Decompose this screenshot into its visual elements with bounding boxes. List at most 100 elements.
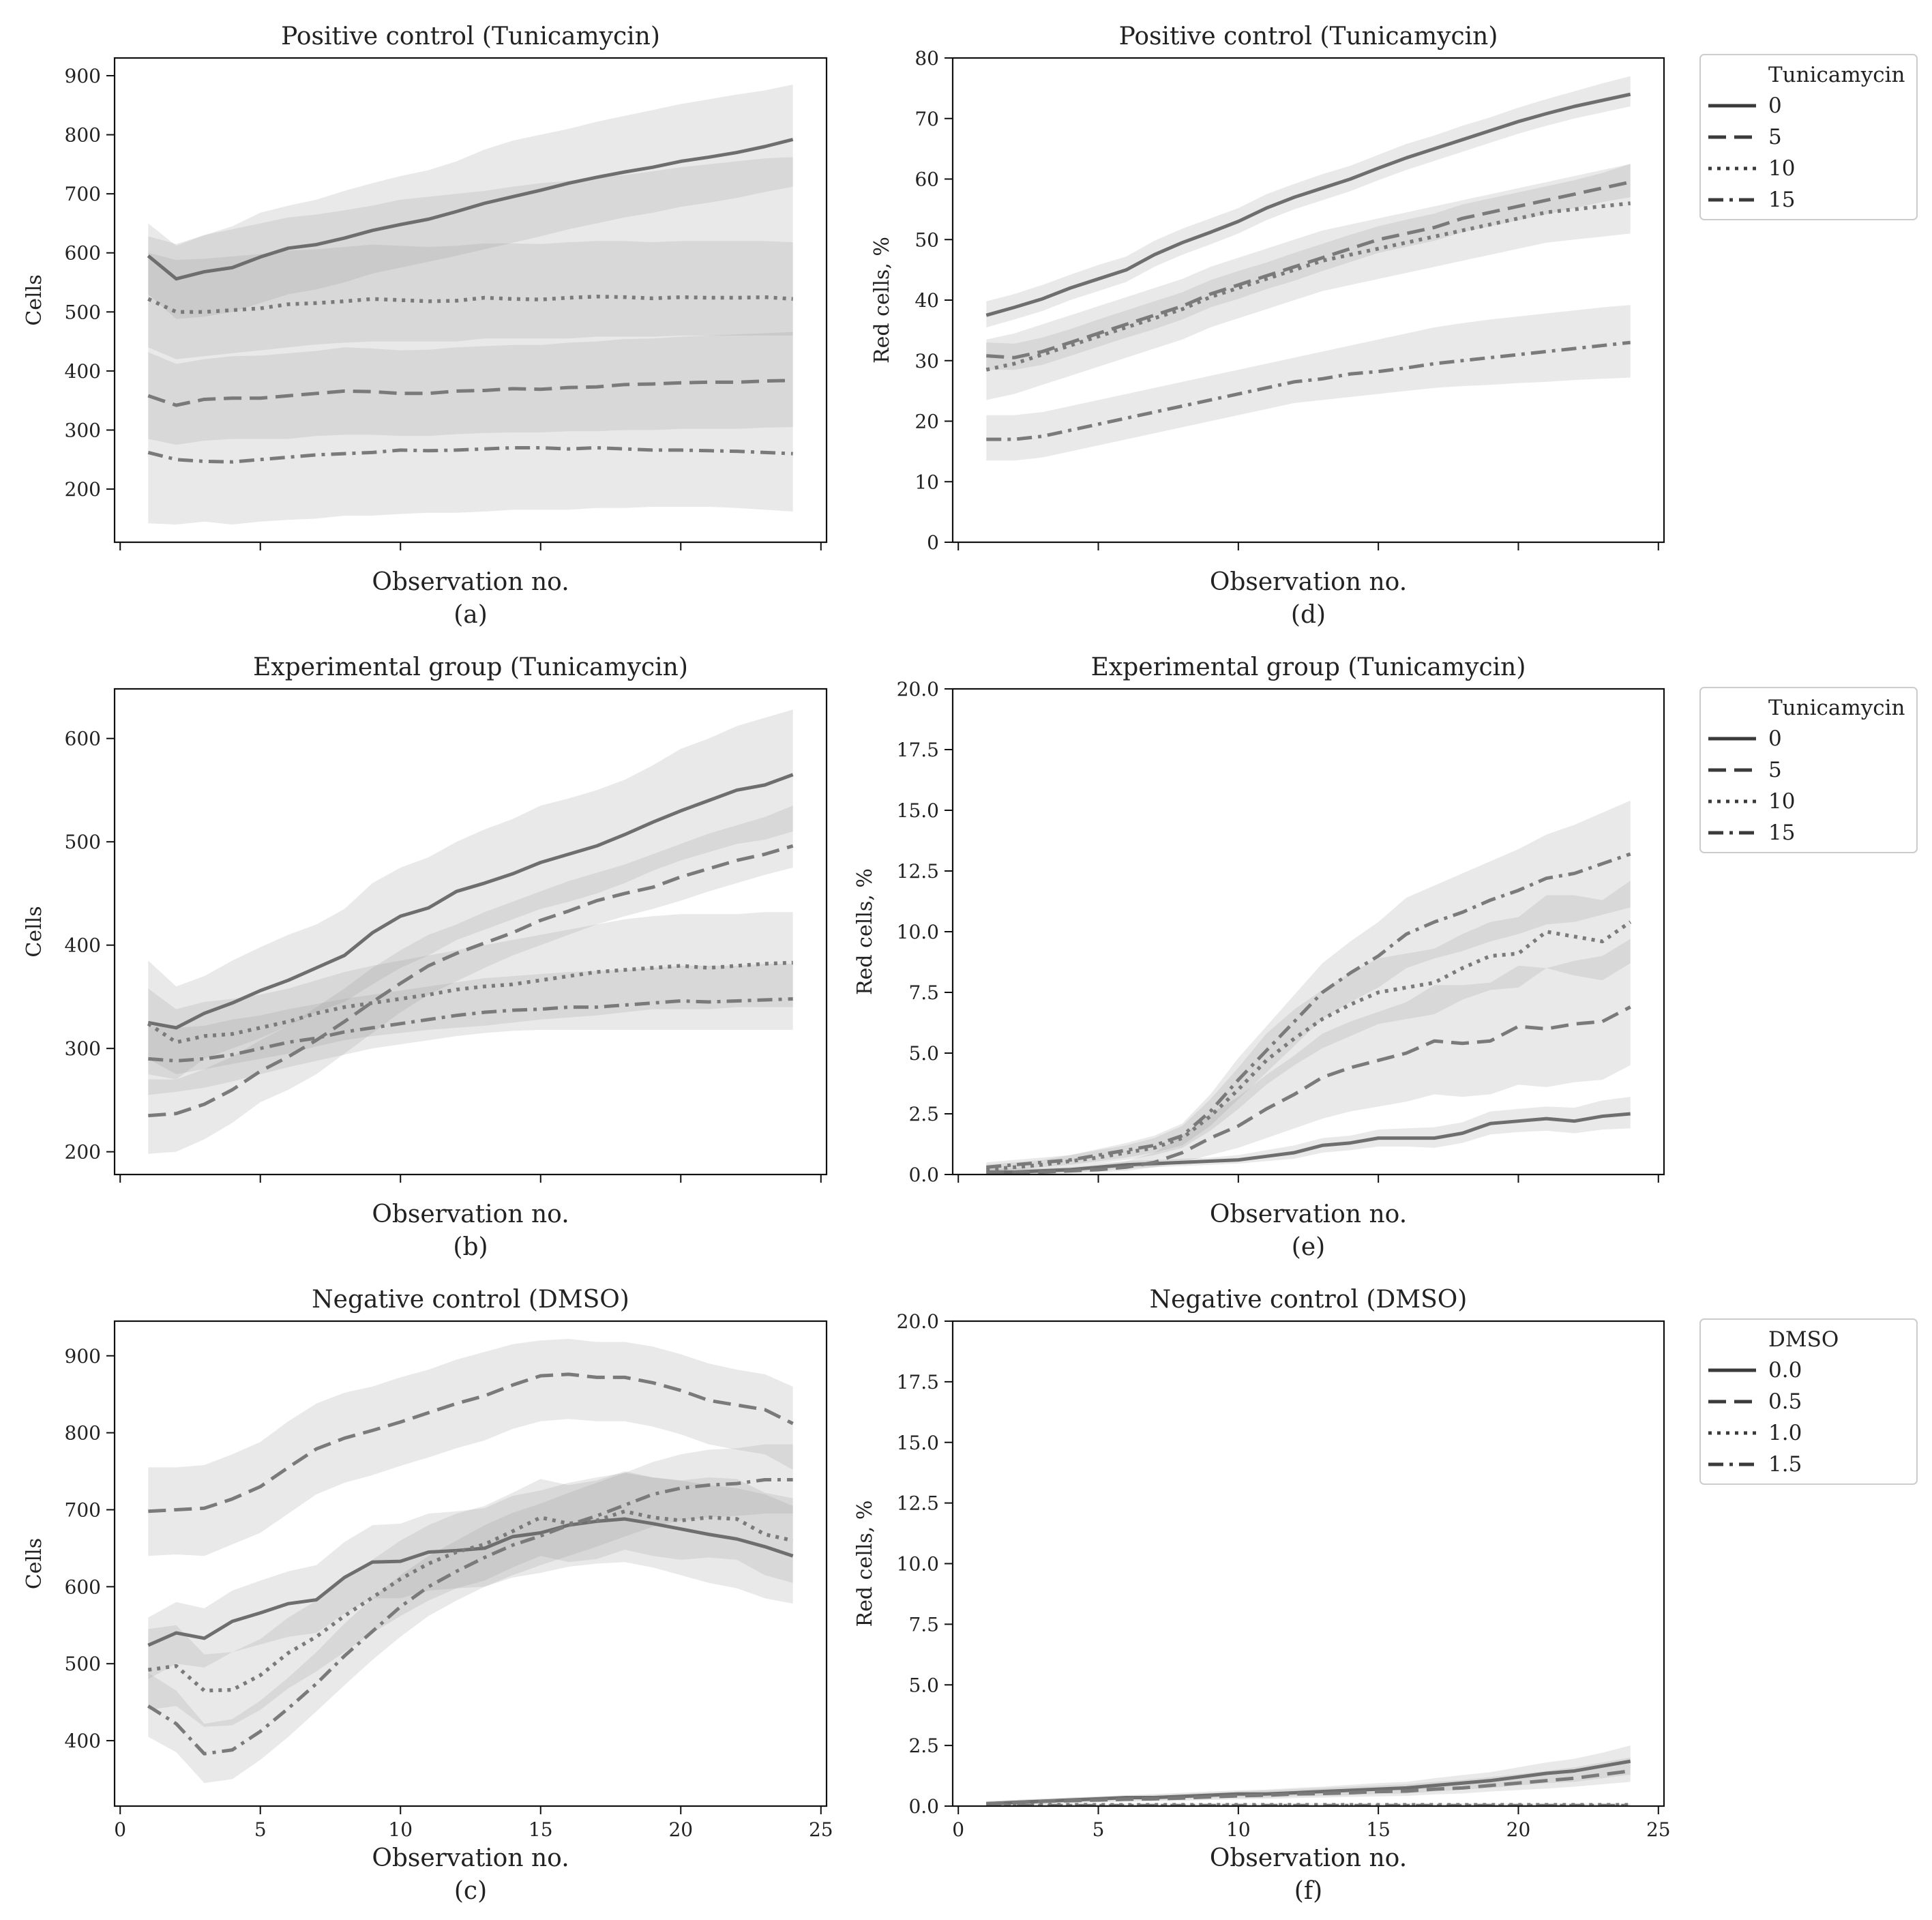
plot-area-e [986,800,1632,1175]
legend-label-0.5: 0.5 [1768,1389,1802,1414]
series-line-c-0.5 [148,1372,794,1513]
legend-label-15: 15 [1768,188,1795,212]
y-tick-label: 200 [65,478,101,501]
series-line-e-10 [986,920,1632,1172]
y-tick-label: 500 [65,831,101,853]
y-tick-label: 12.5 [897,860,939,883]
legend-f: DMSO 0.0 0.5 1.0 1.5 [1699,1318,1918,1485]
y-tick-label: 600 [65,728,101,750]
series-line-d-0 [985,92,1631,317]
legend-label-0: 0 [1768,93,1782,118]
y-tick-label: 0.0 [908,1164,939,1186]
axes-frame-c [113,1320,828,1807]
y-tick-label: 15.0 [897,799,939,822]
y-tick-label: 40 [915,289,939,312]
legend-title: Tunicamycin [1768,63,1905,87]
y-tick-label: 5.0 [908,1674,939,1696]
panel-b: 200 300 400 500 600 Experimental group (Tunic… [23,653,828,1261]
x-axis-label-f: Observation no. [1210,1844,1407,1872]
y-tick-label: 300 [65,1037,101,1060]
legend-label-0: 0 [1768,726,1782,751]
panel-caption-d: (d) [1291,601,1326,629]
y-axis-label-c: Cells [23,1538,46,1589]
x-tick-label: 20 [1506,1818,1531,1841]
x-tick-label: 15 [529,1818,553,1841]
band-a-0 [148,84,793,319]
plot-area-a [147,84,794,525]
y-tick-label: 10.0 [897,921,939,943]
x-tick-label: 5 [1093,1818,1105,1841]
band-c-1.0 [148,1471,793,1727]
band-c-0.5 [148,1338,793,1556]
plot-area-c [147,1338,794,1784]
chart-title-c: Negative control (DMSO) [312,1286,629,1314]
series-line-c-0.0 [147,1517,794,1647]
x-tick-label: 15 [1366,1818,1391,1841]
y-tick-label: 700 [65,183,101,205]
band-b-10 [148,912,793,1075]
y-tick-label: 0 [927,531,939,554]
legend-label-10: 10 [1768,789,1795,814]
y-tick-label: 50 [915,228,939,251]
y-axis-label-d: Red cells, % [870,237,894,364]
panel-caption-a: (a) [454,601,488,629]
series-line-a-0 [147,138,794,281]
y-tick-label: 17.5 [897,739,939,761]
x-tick-label: 0 [952,1818,964,1841]
series-line-d-15 [986,340,1631,441]
panel-e: 0.0 2.5 5.0 7.5 10.0 12.5 15.0 17.5 20.0 Experime… [853,653,1918,1261]
panel-caption-f: (f) [1294,1877,1322,1905]
band-c-0.0 [148,1473,793,1679]
plot-area-b [147,709,794,1154]
band-a-15 [148,157,793,525]
series-line-e-0 [986,1112,1631,1174]
y-tick-label: 10 [915,471,939,493]
band-a-5 [148,331,793,445]
y-tick-label: 400 [65,934,101,957]
y-tick-label: 500 [65,1653,101,1675]
y-tick-label: 800 [65,1422,101,1445]
x-tick-label: 0 [114,1818,126,1841]
x-axis-label-b: Observation no. [372,1200,569,1228]
x-axis-label-c: Observation no. [372,1844,569,1872]
band-e-15 [986,800,1631,1172]
y-tick-label: 7.5 [908,1613,939,1636]
legend-label-0.0: 0.0 [1768,1358,1802,1383]
plot-area-f [986,1745,1631,1806]
y-tick-label: 2.5 [908,1734,939,1757]
y-axis-label-e: Red cells, % [853,868,877,995]
series-line-c-1.5 [147,1477,793,1756]
x-tick-label: 20 [668,1818,693,1841]
legend-label-5: 5 [1768,758,1782,782]
y-tick-label: 30 [915,350,939,372]
x-tick-label: 10 [1226,1818,1251,1841]
y-tick-label: 200 [65,1141,101,1164]
panel-caption-c: (c) [454,1877,487,1905]
y-axis-label-a: Cells [23,274,46,325]
series-line-b-0 [147,773,794,1030]
y-tick-label: 10.0 [897,1553,939,1576]
legend-d: Tunicamycin 0 5 10 15 [1699,54,1918,220]
y-tick-label: 12.5 [897,1492,939,1515]
legend-label-1.5: 1.5 [1768,1452,1802,1477]
panel-a: 200 300 400 500 600 700 800 900 Positive control… [23,23,828,629]
plot-area-d [985,76,1631,461]
panel-c: 0 5 10 15 20 25 400 500 600 700 800 900 Negative con… [23,1286,833,1905]
chart-title-d: Positive control (Tunicamycin) [1119,23,1498,50]
series-line-c-1.0 [147,1509,794,1693]
band-b-5 [148,806,793,1154]
legend-frame [1699,1318,1918,1485]
legend-frame [1699,687,1918,853]
y-tick-label: 70 [915,108,939,130]
y-tick-label: 900 [65,1345,101,1368]
legend-label-10: 10 [1768,156,1795,181]
y-tick-label: 17.5 [897,1371,939,1393]
series-line-b-5 [148,844,794,1118]
legend-label-5: 5 [1768,125,1782,149]
band-a-10 [148,241,793,359]
series-line-f-0.5 [986,1769,1631,1805]
y-tick-label: 15.0 [897,1432,939,1454]
legend-e: Tunicamycin 0 5 10 15 [1699,687,1918,853]
y-tick-label: 5.0 [908,1042,939,1065]
y-tick-label: 700 [65,1499,101,1522]
